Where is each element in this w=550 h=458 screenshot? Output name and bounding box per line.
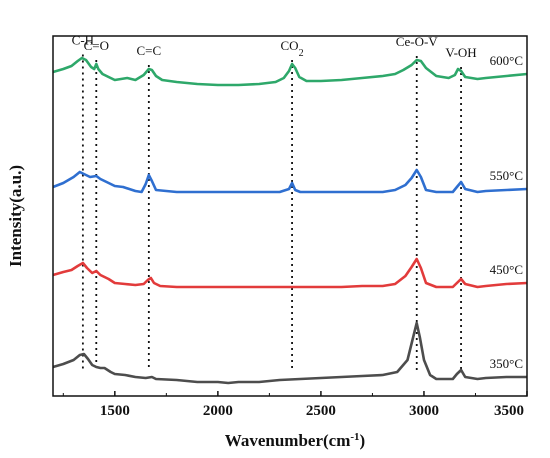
peak-label: Ce-O-V	[396, 34, 438, 49]
x-axis-ticks: 1500 2000 2500 3000 3500	[62, 391, 528, 419]
peak-label: CO2	[281, 38, 304, 59]
peak-label: C=O	[84, 38, 109, 53]
plot-frame	[52, 35, 528, 397]
x-axis-title-superscript: -1	[350, 431, 359, 443]
series-line	[52, 168, 528, 194]
series-label-layer: 600°C 550°C 450°C 350°C	[490, 53, 523, 371]
x-tick-label: 2500	[306, 403, 336, 419]
x-tick-label: 1500	[100, 403, 130, 419]
series-line	[52, 56, 528, 87]
series-label: 450°C	[490, 262, 523, 277]
y-axis-title: Intensity(a.u.)	[6, 165, 25, 267]
peak-label: C=C	[136, 43, 161, 58]
series-label: 350°C	[490, 356, 523, 371]
series-line	[52, 257, 528, 289]
series-layer	[52, 56, 528, 385]
series-label: 600°C	[490, 53, 523, 68]
peak-label: V-OH	[445, 45, 476, 60]
x-tick-label: 2000	[203, 403, 233, 419]
x-axis-title: Wavenumber(cm-1)	[225, 431, 365, 450]
series-line	[52, 321, 527, 385]
series-label: 550°C	[490, 168, 523, 183]
x-tick-label: 3500	[494, 403, 524, 419]
x-tick-label: 3000	[409, 403, 439, 419]
